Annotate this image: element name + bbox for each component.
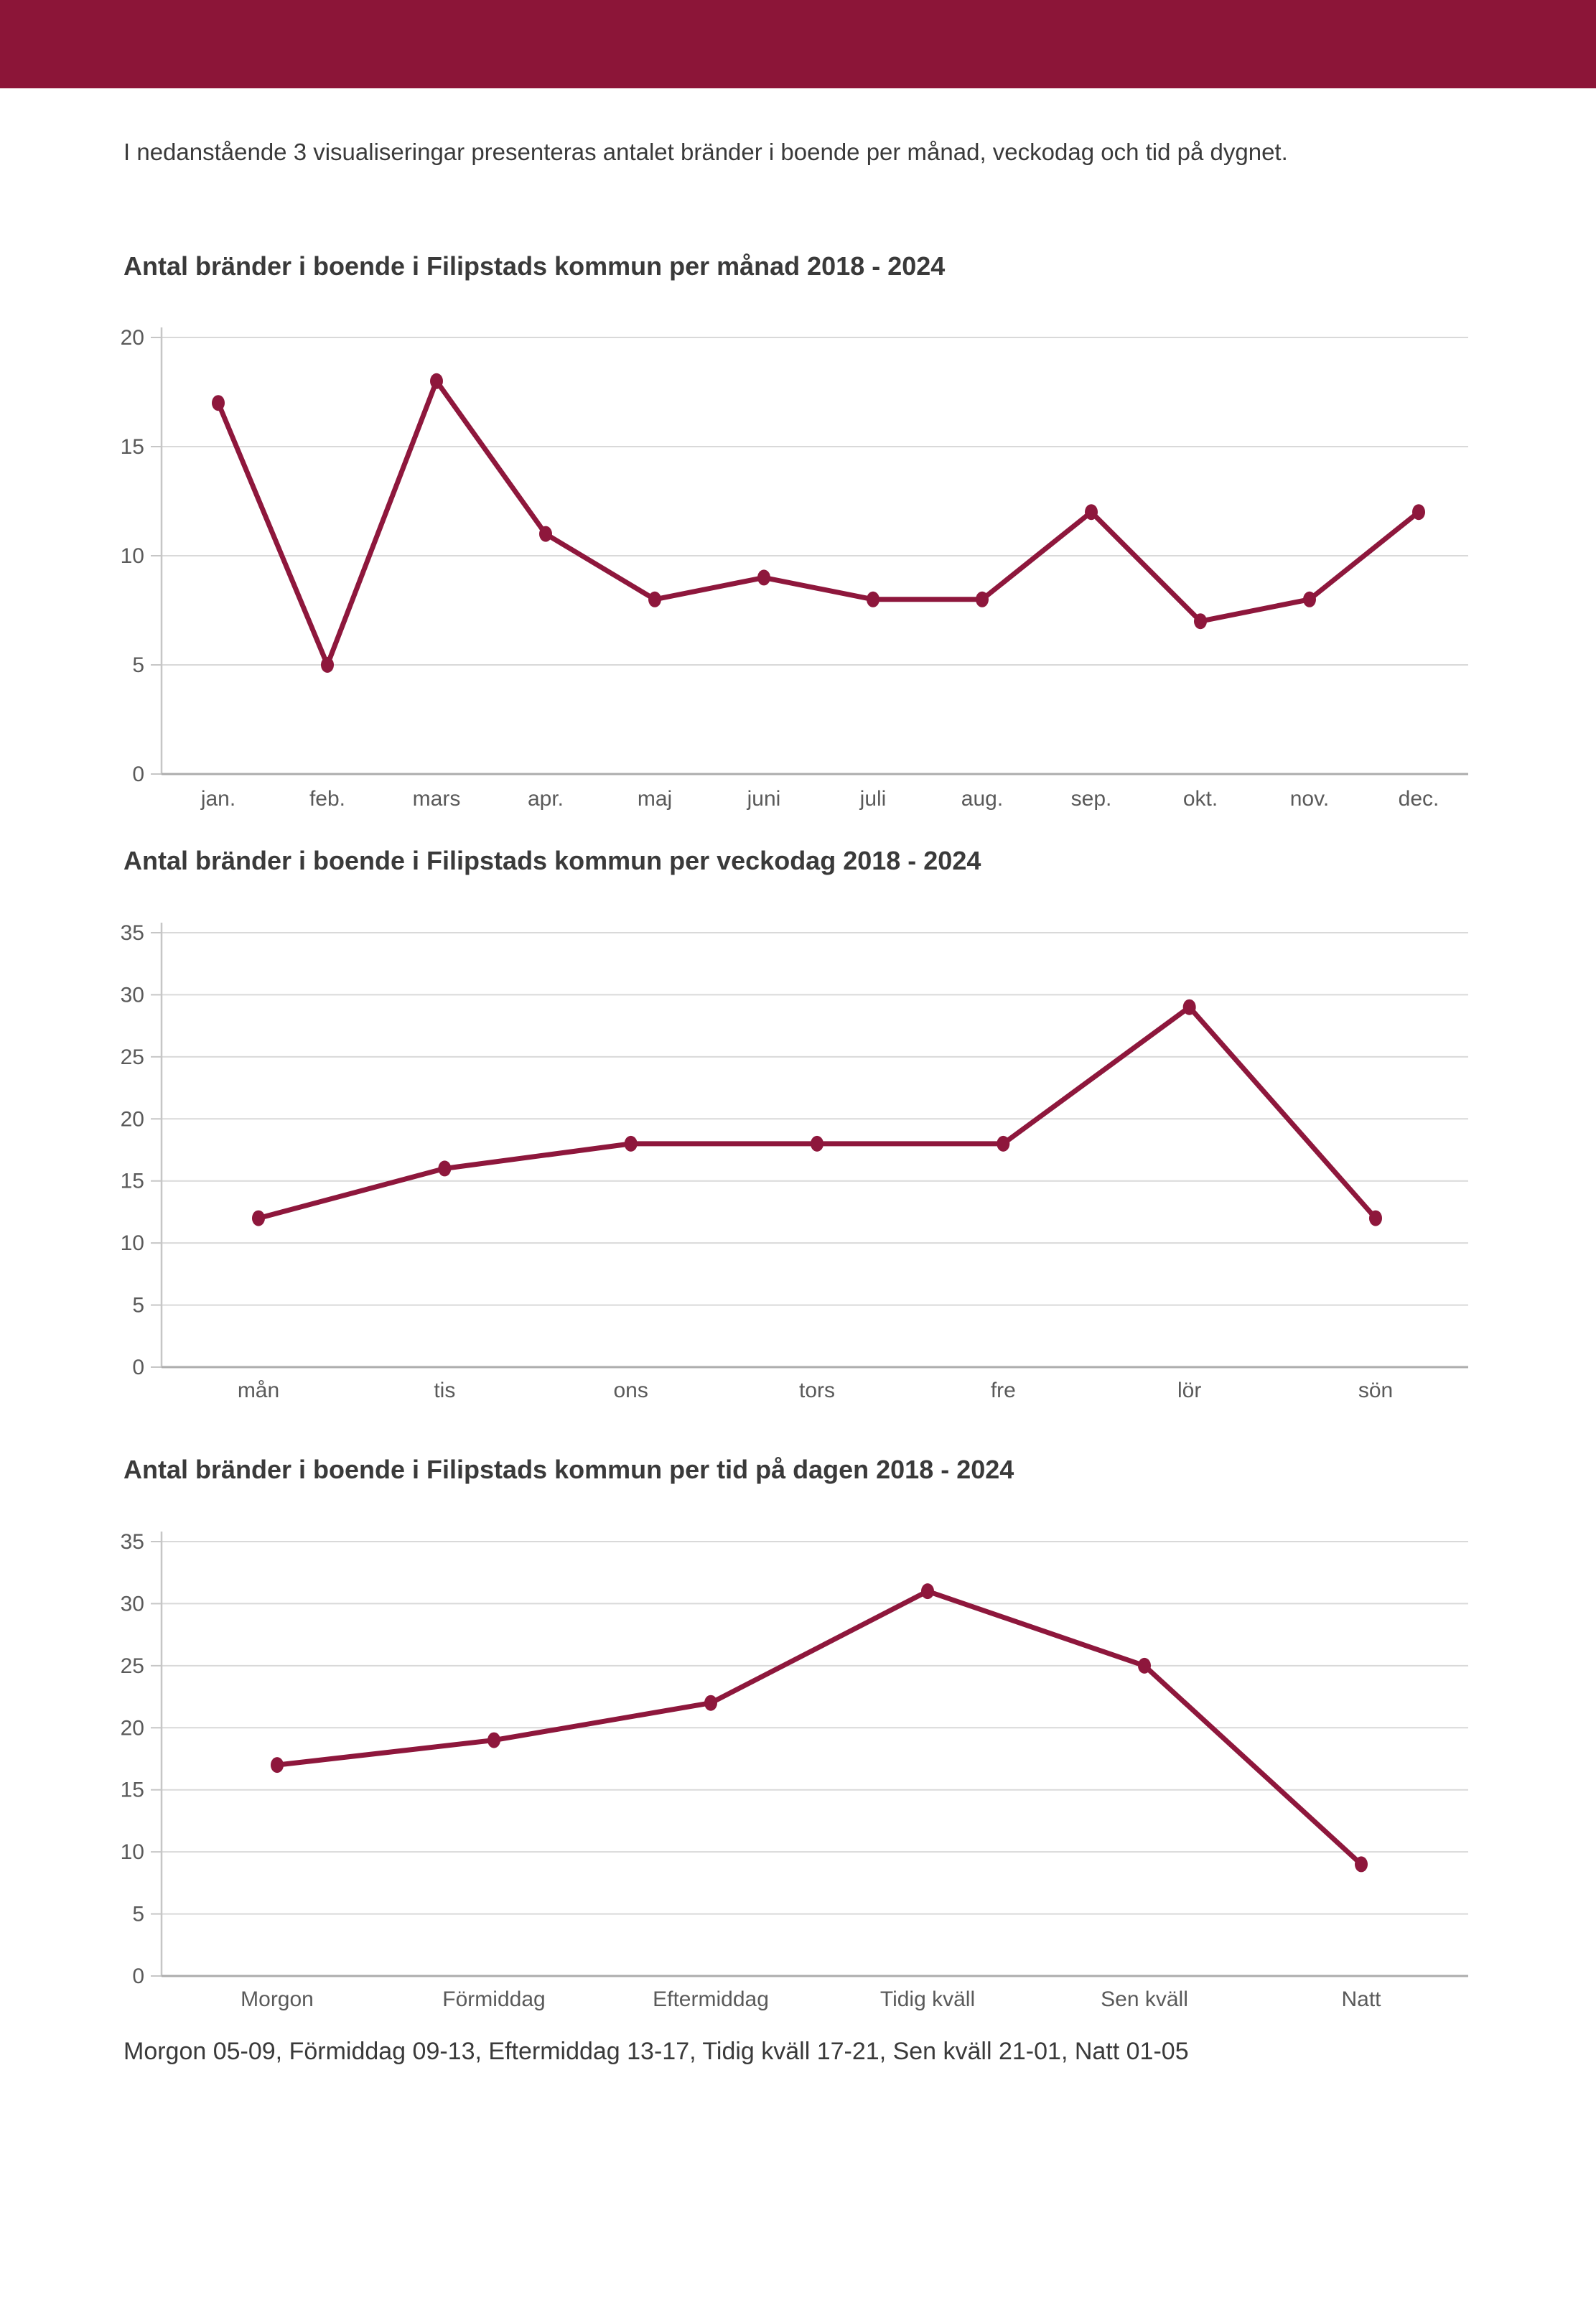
- svg-text:juni: juni: [747, 787, 781, 811]
- chart-month-title: Antal bränder i boende i Filipstads komm…: [123, 251, 946, 281]
- svg-text:apr.: apr.: [528, 787, 564, 811]
- header-bar: [0, 0, 1596, 88]
- svg-text:5: 5: [132, 653, 144, 677]
- svg-text:5: 5: [132, 1903, 144, 1926]
- svg-text:5: 5: [132, 1294, 144, 1318]
- svg-text:20: 20: [121, 1107, 144, 1131]
- svg-text:15: 15: [121, 1779, 144, 1802]
- svg-text:tors: tors: [799, 1379, 835, 1402]
- svg-text:tis: tis: [434, 1379, 455, 1402]
- svg-text:35: 35: [121, 1530, 144, 1554]
- svg-text:30: 30: [121, 983, 144, 1007]
- svg-text:jan.: jan.: [200, 787, 235, 811]
- svg-text:25: 25: [121, 1045, 144, 1069]
- svg-text:sön: sön: [1358, 1379, 1393, 1402]
- svg-text:10: 10: [121, 1840, 144, 1864]
- svg-text:25: 25: [121, 1654, 144, 1678]
- svg-text:10: 10: [121, 544, 144, 568]
- svg-text:ons: ons: [613, 1379, 648, 1402]
- svg-text:Morgon: Morgon: [241, 1987, 314, 2011]
- svg-text:Tidig kväll: Tidig kväll: [880, 1987, 975, 2011]
- svg-text:Sen kväll: Sen kväll: [1101, 1987, 1188, 2011]
- svg-text:nov.: nov.: [1290, 787, 1329, 811]
- svg-text:20: 20: [121, 1716, 144, 1740]
- svg-text:mars: mars: [413, 787, 461, 811]
- svg-text:30: 30: [121, 1592, 144, 1616]
- svg-text:0: 0: [132, 763, 144, 786]
- svg-text:0: 0: [132, 1356, 144, 1379]
- svg-text:sep.: sep.: [1071, 787, 1112, 811]
- svg-text:15: 15: [121, 435, 144, 459]
- svg-text:feb.: feb.: [309, 787, 345, 811]
- svg-text:okt.: okt.: [1183, 787, 1218, 811]
- svg-text:35: 35: [121, 921, 144, 945]
- intro-text: I nedanstående 3 visualiseringar present…: [123, 139, 1288, 165]
- chart-weekday-title: Antal bränder i boende i Filipstads komm…: [123, 846, 981, 875]
- svg-text:lör: lör: [1177, 1379, 1201, 1402]
- svg-text:Eftermiddag: Eftermiddag: [653, 1987, 769, 2011]
- svg-text:dec.: dec.: [1399, 787, 1439, 811]
- svg-text:juli: juli: [859, 787, 887, 811]
- chart-timeofday-line-chart: 0 5 10 15 20 25 30 35 Morgon Förmiddag Eftermiddag…: [121, 1530, 1468, 2011]
- svg-text:10: 10: [121, 1231, 144, 1255]
- svg-text:fre: fre: [991, 1379, 1016, 1402]
- chart-timeofday-title: Antal bränder i boende i Filipstads komm…: [123, 1455, 1014, 1484]
- svg-text:Natt: Natt: [1341, 1987, 1381, 2011]
- svg-text:aug.: aug.: [961, 787, 1003, 811]
- svg-text:maj: maj: [638, 787, 672, 811]
- chart-month-line-chart: 0 5 10 15 20 jan. feb. mars apr. maj juni juli aug. s…: [121, 326, 1468, 811]
- svg-text:15: 15: [121, 1170, 144, 1193]
- svg-text:0: 0: [132, 1965, 144, 1988]
- svg-text:Förmiddag: Förmiddag: [442, 1987, 545, 2011]
- chart-weekday-line-chart: 0 5 10 15 20 25 30 35 mån tis ons tors fre lör sön: [121, 921, 1468, 1402]
- svg-text:mån: mån: [238, 1379, 279, 1402]
- time-intervals-note: Morgon 05-09, Förmiddag 09-13, Eftermidd…: [123, 2038, 1189, 2065]
- svg-text:20: 20: [121, 326, 144, 350]
